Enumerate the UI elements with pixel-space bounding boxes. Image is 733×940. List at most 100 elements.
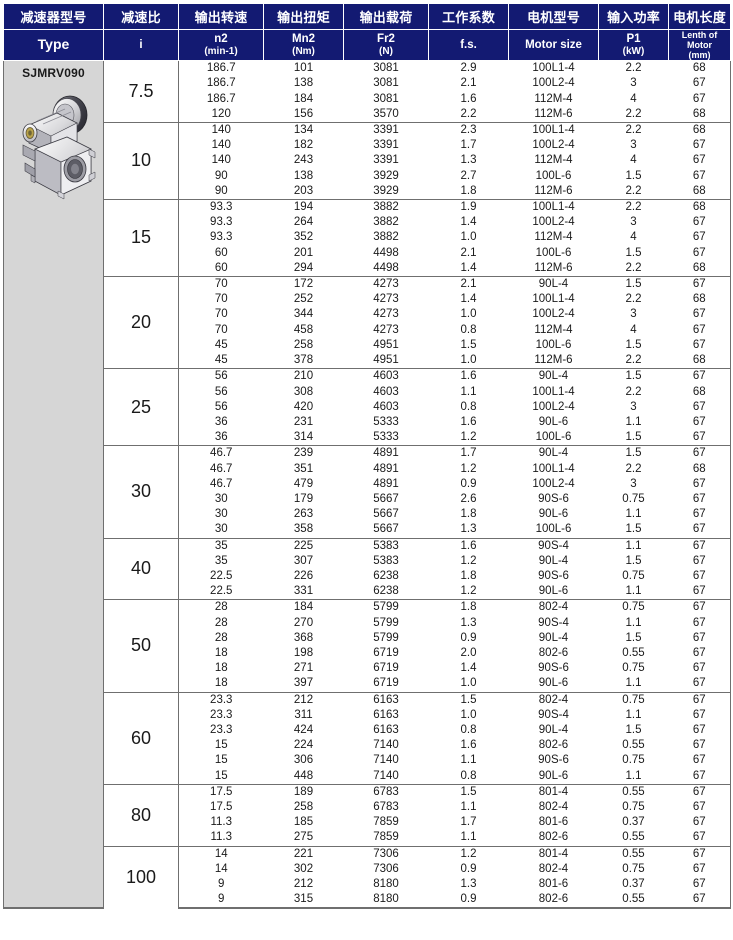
cell-motor-size: 100L1-4 — [508, 461, 599, 477]
table-row: 90 203 3929 1.8 112M-6 2.2 68 — [4, 183, 731, 201]
cell-output-speed: 17.5 — [178, 799, 264, 816]
table-row: 9 212 8180 1.3 801-6 0.37 67 — [4, 877, 731, 893]
cell-service-factor: 1.4 — [428, 292, 509, 308]
cell-output-speed: 93.3 — [178, 199, 264, 216]
cell-motor-length: 67 — [668, 91, 731, 107]
cell-service-factor: 1.6 — [428, 414, 509, 431]
table-row: 140 182 3391 1.7 100L2-4 3 67 — [4, 138, 731, 154]
cell-service-factor: 2.7 — [428, 168, 509, 184]
ratio-cell: 15 — [103, 199, 179, 277]
cell-motor-length: 67 — [668, 615, 731, 631]
cell-motor-length: 67 — [668, 630, 731, 646]
cell-service-factor: 0.8 — [428, 399, 509, 415]
cell-input-power: 0.75 — [598, 753, 669, 769]
header-en-p1-main: P1 — [626, 33, 641, 46]
cell-output-speed: 23.3 — [178, 722, 264, 739]
cell-motor-length: 67 — [668, 245, 731, 261]
cell-motor-size: 100L2-4 — [508, 307, 599, 323]
cell-motor-length: 67 — [668, 830, 731, 847]
cell-output-load: 3081 — [343, 76, 429, 92]
cell-service-factor: 1.3 — [428, 877, 509, 893]
cell-motor-size: 90L-4 — [508, 368, 599, 385]
header-en-output-torque: Mn2 (Nm) — [263, 28, 344, 62]
cell-output-load: 5799 — [343, 599, 429, 616]
cell-output-torque: 231 — [263, 414, 344, 431]
cell-motor-size: 802-6 — [508, 892, 599, 910]
cell-output-torque: 212 — [263, 691, 344, 708]
cell-output-torque: 270 — [263, 615, 344, 631]
table-row: 15 224 7140 1.6 802-6 0.55 67 — [4, 738, 731, 754]
ratio-cell: 20 — [103, 276, 179, 369]
cell-output-torque: 420 — [263, 399, 344, 415]
header-en-length-unit: (mm) — [688, 50, 711, 61]
cell-motor-size: 90L-4 — [508, 445, 599, 462]
cell-input-power: 1.1 — [598, 676, 669, 693]
cell-input-power: 0.37 — [598, 877, 669, 893]
cell-output-torque: 101 — [263, 60, 344, 77]
cell-output-load: 4273 — [343, 276, 429, 293]
cell-motor-size: 100L-6 — [508, 337, 599, 354]
table-row: 18 198 6719 2.0 802-6 0.55 67 — [4, 645, 731, 662]
table-row: 25 56 210 4603 1.6 90L-4 1.5 67 — [4, 368, 731, 446]
cell-output-load: 4603 — [343, 368, 429, 385]
cell-motor-length: 67 — [668, 799, 731, 816]
cell-output-speed: 28 — [178, 599, 264, 616]
cell-motor-length: 67 — [668, 76, 731, 92]
cell-motor-size: 112M-6 — [508, 353, 599, 370]
table-row: 18 271 6719 1.4 90S-6 0.75 67 — [4, 661, 731, 677]
header-en-motor-size: Motor size — [508, 28, 599, 62]
cell-service-factor: 1.5 — [428, 691, 509, 708]
cell-output-torque: 368 — [263, 630, 344, 646]
cell-output-speed: 17.5 — [178, 783, 264, 800]
cell-service-factor: 1.7 — [428, 445, 509, 462]
cell-motor-length: 67 — [668, 877, 731, 893]
cell-service-factor: 2.6 — [428, 491, 509, 508]
cell-motor-length: 67 — [668, 476, 731, 492]
cell-input-power: 0.55 — [598, 738, 669, 754]
cell-output-speed: 15 — [178, 738, 264, 754]
table-row: 30 46.7 239 4891 1.7 90L-4 1.5 67 — [4, 445, 731, 539]
cell-service-factor: 1.6 — [428, 91, 509, 107]
cell-service-factor: 1.1 — [428, 384, 509, 400]
cell-output-torque: 252 — [263, 292, 344, 308]
worm-gear-reducer-photo — [11, 89, 97, 209]
cell-motor-size: 112M-6 — [508, 260, 599, 278]
cell-motor-length: 68 — [668, 199, 731, 216]
cell-output-load: 5667 — [343, 491, 429, 508]
cell-motor-length: 67 — [668, 491, 731, 508]
cell-output-torque: 201 — [263, 245, 344, 261]
cell-motor-size: 90L-6 — [508, 584, 599, 601]
cell-motor-length: 67 — [668, 707, 731, 723]
ratio-cell: 60 — [103, 691, 179, 785]
cell-motor-length: 68 — [668, 183, 731, 201]
cell-output-speed: 15 — [178, 753, 264, 769]
table-row: 28 270 5799 1.3 90S-4 1.1 67 — [4, 615, 731, 631]
cell-output-speed: 60 — [178, 245, 264, 261]
cell-motor-length: 67 — [668, 599, 731, 616]
cell-motor-length: 67 — [668, 399, 731, 415]
table-row: 35 307 5383 1.2 90L-4 1.5 67 — [4, 553, 731, 569]
cell-motor-size: 90S-4 — [508, 537, 599, 554]
cell-motor-length: 67 — [668, 768, 731, 785]
cell-output-load: 6163 — [343, 707, 429, 723]
table-row: SJMRV090 — [3, 60, 731, 910]
cell-input-power: 2.2 — [598, 292, 669, 308]
header-en-fr2-main: Fr2 — [377, 33, 395, 46]
cell-output-torque: 264 — [263, 215, 344, 231]
table-row: 15 306 7140 1.1 90S-6 0.75 67 — [4, 753, 731, 769]
cell-output-speed: 60 — [178, 260, 264, 278]
cell-motor-length: 67 — [668, 307, 731, 323]
cell-output-torque: 138 — [263, 168, 344, 184]
cell-input-power: 0.75 — [598, 568, 669, 585]
cell-motor-length: 67 — [668, 522, 731, 539]
cell-output-torque: 311 — [263, 707, 344, 723]
cell-service-factor: 0.8 — [428, 322, 509, 338]
cell-service-factor: 1.7 — [428, 138, 509, 154]
cell-input-power: 1.1 — [598, 507, 669, 523]
cell-service-factor: 1.5 — [428, 337, 509, 354]
cell-input-power: 0.75 — [598, 661, 669, 677]
cell-output-speed: 36 — [178, 414, 264, 431]
cell-input-power: 2.2 — [598, 106, 669, 124]
cell-service-factor: 1.6 — [428, 738, 509, 754]
